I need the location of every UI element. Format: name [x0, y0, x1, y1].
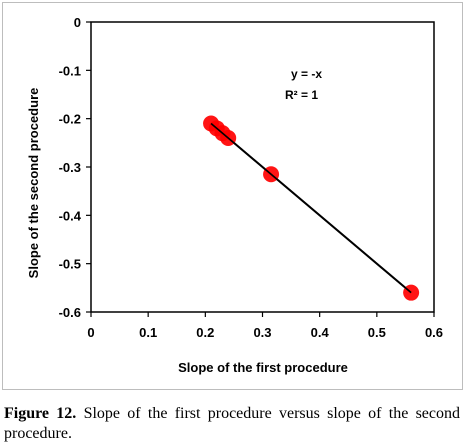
- x-tick-label: 0.4: [311, 325, 330, 340]
- y-tick-label: -0.4: [59, 208, 82, 223]
- x-tick-label: 0: [87, 325, 94, 340]
- x-tick-label: 0.1: [139, 325, 157, 340]
- y-tick-label: -0.6: [59, 305, 81, 320]
- y-tick-label: -0.3: [59, 160, 81, 175]
- figure-caption: Figure 12. Slope of the first procedure …: [4, 404, 460, 444]
- y-tick-label: -0.5: [59, 257, 81, 272]
- x-tick-label: 0.5: [368, 325, 386, 340]
- y-tick-labels: 0 -0.1 -0.2 -0.3 -0.4 -0.5 -0.6: [59, 15, 91, 320]
- y-tick-label: -0.2: [59, 112, 81, 127]
- y-tick-label: 0: [74, 15, 81, 30]
- x-axis-title: Slope of the first procedure: [178, 360, 348, 375]
- caption-label: Figure 12.: [4, 405, 77, 422]
- x-tick-labels: 0 0.1 0.2 0.3 0.4 0.5 0.6: [87, 312, 443, 340]
- data-points: [203, 115, 420, 301]
- x-tick-label: 0.2: [196, 325, 214, 340]
- trendline-overlay: [210, 122, 412, 294]
- y-tick-label: -0.1: [59, 63, 81, 78]
- x-tick-label: 0.6: [425, 325, 443, 340]
- chart-frame: [2, 2, 463, 390]
- y-axis-title: Slope of the second procedure: [26, 88, 41, 279]
- scatter-chart: 0 0.1 0.2 0.3 0.4 0.5 0.6 0 -0.1 -0.2 -0.3 -0.4 -0.…: [26, 15, 443, 375]
- caption-text: Slope of the first procedure versus slop…: [4, 405, 461, 442]
- x-tick-label: 0.3: [253, 325, 271, 340]
- trendline-equation: y = -x: [291, 67, 322, 81]
- r-squared-label: R² = 1: [285, 88, 318, 102]
